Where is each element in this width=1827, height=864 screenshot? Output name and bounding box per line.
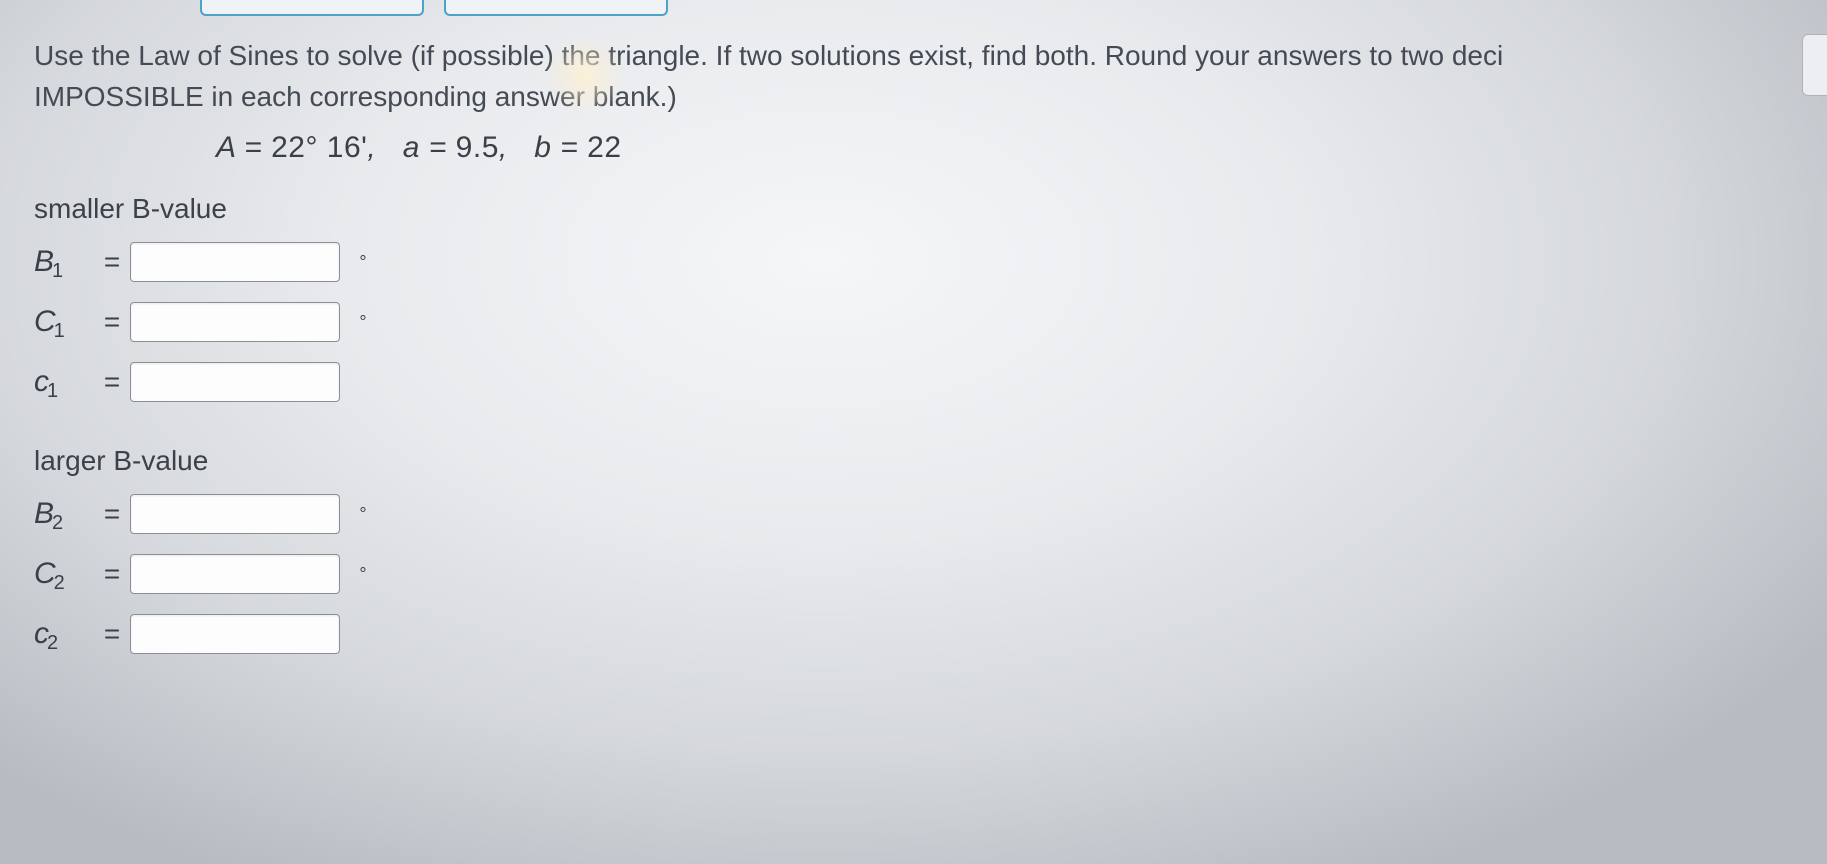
given-values: A = 22° 16', a = 9.5, b = 22 <box>216 131 1799 165</box>
given-A-label: A <box>216 131 235 164</box>
var-c2-sub: 2 <box>47 632 58 654</box>
eq-sign: = <box>94 246 130 278</box>
input-C1[interactable] <box>130 302 340 342</box>
var-B1: B1 <box>34 245 94 279</box>
eq-sign: = <box>94 618 130 650</box>
smaller-b-label: smaller B-value <box>34 193 1799 225</box>
question-line-1: Use the Law of Sines to solve (if possib… <box>34 40 1503 71</box>
eq-sign: = <box>560 131 587 164</box>
row-C2: C2 = ° <box>34 551 1799 597</box>
question-page: Use the Law of Sines to solve (if possib… <box>0 0 1827 864</box>
var-C2-letter: C <box>34 557 56 590</box>
input-c2[interactable] <box>130 614 340 654</box>
row-B1: B1 = ° <box>34 239 1799 285</box>
var-C1-letter: C <box>34 305 56 338</box>
given-a-label: a <box>403 131 420 164</box>
given-a-value: 9.5 <box>456 131 499 164</box>
var-B2: B2 <box>34 497 94 531</box>
larger-b-label: larger B-value <box>34 445 1799 477</box>
var-C2-sub: 2 <box>54 572 65 594</box>
var-B1-letter: B <box>34 245 54 278</box>
eq-sign: = <box>429 131 456 164</box>
given-b-label: b <box>534 131 551 164</box>
var-c1: c1 <box>34 365 94 399</box>
eq-sign: = <box>94 558 130 590</box>
var-B2-letter: B <box>34 497 54 530</box>
given-b-value: 22 <box>587 131 621 164</box>
var-C1-sub: 1 <box>54 320 65 342</box>
eq-sign: = <box>94 498 130 530</box>
given-A-value: 22° 16' <box>271 131 367 164</box>
top-dropdown-remnants <box>200 0 668 16</box>
degree-unit: ° <box>356 504 370 525</box>
eq-sign: = <box>244 131 271 164</box>
input-B2[interactable] <box>130 494 340 534</box>
dropdown-remnant-1 <box>200 0 424 16</box>
comma: , <box>367 131 394 164</box>
degree-unit: ° <box>356 252 370 273</box>
var-c2: c2 <box>34 617 94 651</box>
var-B1-sub: 1 <box>52 260 63 282</box>
var-B2-sub: 2 <box>52 512 63 534</box>
comma: , <box>499 131 526 164</box>
question-text: Use the Law of Sines to solve (if possib… <box>34 36 1794 117</box>
input-B1[interactable] <box>130 242 340 282</box>
row-c2: c2 = <box>34 611 1799 657</box>
eq-sign: = <box>94 366 130 398</box>
input-C2[interactable] <box>130 554 340 594</box>
row-c1: c1 = <box>34 359 1799 405</box>
row-B2: B2 = ° <box>34 491 1799 537</box>
degree-unit: ° <box>356 312 370 333</box>
degree-unit: ° <box>356 564 370 585</box>
var-c1-sub: 1 <box>47 380 58 402</box>
row-C1: C1 = ° <box>34 299 1799 345</box>
side-panel-toggle[interactable] <box>1802 34 1827 96</box>
question-line-2: IMPOSSIBLE in each corresponding answer … <box>34 77 1794 118</box>
dropdown-remnant-2 <box>444 0 668 16</box>
var-C1: C1 <box>34 305 94 339</box>
eq-sign: = <box>94 306 130 338</box>
input-c1[interactable] <box>130 362 340 402</box>
var-C2: C2 <box>34 557 94 591</box>
